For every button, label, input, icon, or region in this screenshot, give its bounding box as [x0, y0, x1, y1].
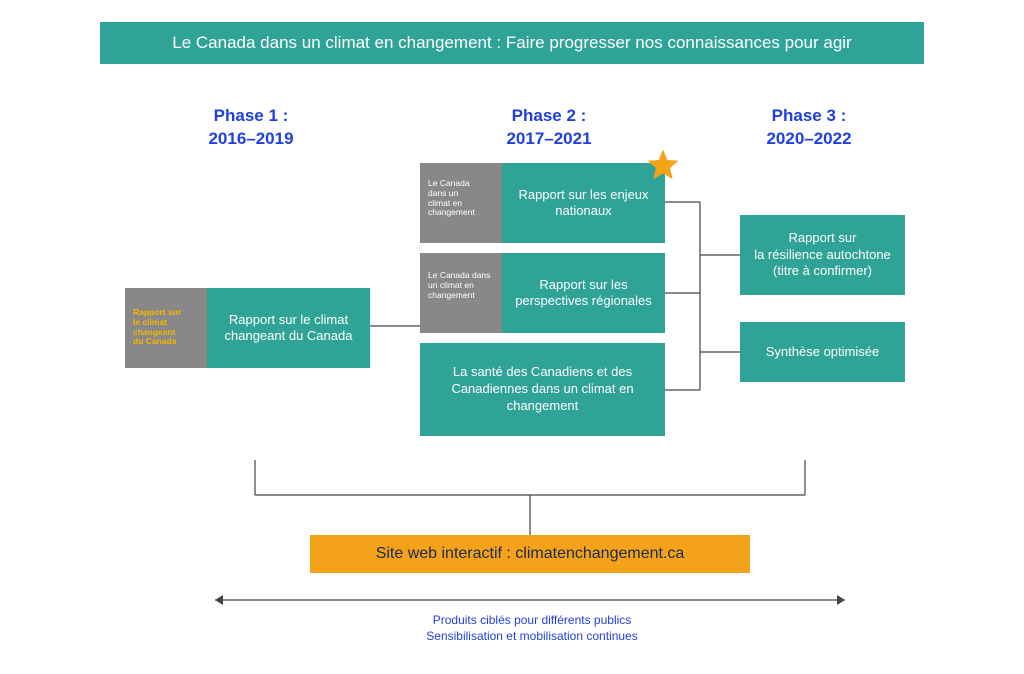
phase3-card-2: Synthèse optimisée [740, 322, 905, 382]
phase2-report-card-3: La santé des Canadiens et des Canadienne… [420, 343, 665, 436]
phase-3-header: Phase 3 : 2020–2022 [714, 105, 904, 151]
phase-2-range: 2017–2021 [454, 128, 644, 151]
phase2-report-card-2: Le Canada dans un climat en changement R… [420, 253, 665, 333]
phase1-report-label: Rapport sur le climat changeant du Canad… [207, 288, 370, 368]
title-banner: Le Canada dans un climat en changement :… [100, 22, 924, 64]
phase3-card1-label: Rapport sur la résilience autochtone (ti… [754, 230, 891, 281]
phase2-report-card-1: Le Canada dans un climat en changement R… [420, 163, 665, 243]
site-banner: Site web interactif : climatenchangement… [310, 535, 750, 573]
thumb-overlay-text: Le Canada dans un climat en changement [428, 270, 490, 300]
footer-text: Produits ciblés pour différents publics … [312, 612, 752, 644]
phase1-report-card: Rapport sur le climat changeant du Canad… [125, 288, 370, 368]
thumb-overlay-text: Le Canada dans un climat en changement [428, 178, 475, 217]
phase2-report1-label: Rapport sur les enjeux nationaux [502, 163, 665, 243]
footer-line-1: Produits ciblés pour différents publics [312, 612, 752, 628]
site-banner-text: Site web interactif : climatenchangement… [376, 545, 685, 563]
phase2-report2-label: Rapport sur les perspectives régionales [502, 253, 665, 333]
phase2-report2-thumbnail: Le Canada dans un climat en changement [420, 253, 502, 333]
phase-1-range: 2016–2019 [156, 128, 346, 151]
phase-1-header: Phase 1 : 2016–2019 [156, 105, 346, 151]
phase-2-name: Phase 2 : [454, 105, 644, 128]
phase2-report1-thumbnail: Le Canada dans un climat en changement [420, 163, 502, 243]
phase-1-name: Phase 1 : [156, 105, 346, 128]
thumb-overlay-text: Rapport sur le climat changeant du Canad… [133, 307, 181, 346]
phase3-card2-label: Synthèse optimisée [766, 344, 879, 361]
footer-line-2: Sensibilisation et mobilisation continue… [312, 628, 752, 644]
phase-2-header: Phase 2 : 2017–2021 [454, 105, 644, 151]
phase2-report3-label: La santé des Canadiens et des Canadienne… [432, 364, 653, 415]
phase-3-name: Phase 3 : [714, 105, 904, 128]
title-text: Le Canada dans un climat en changement :… [172, 33, 851, 53]
phase-3-range: 2020–2022 [714, 128, 904, 151]
phase1-report-thumbnail: Rapport sur le climat changeant du Canad… [125, 288, 207, 368]
phase3-card-1: Rapport sur la résilience autochtone (ti… [740, 215, 905, 295]
